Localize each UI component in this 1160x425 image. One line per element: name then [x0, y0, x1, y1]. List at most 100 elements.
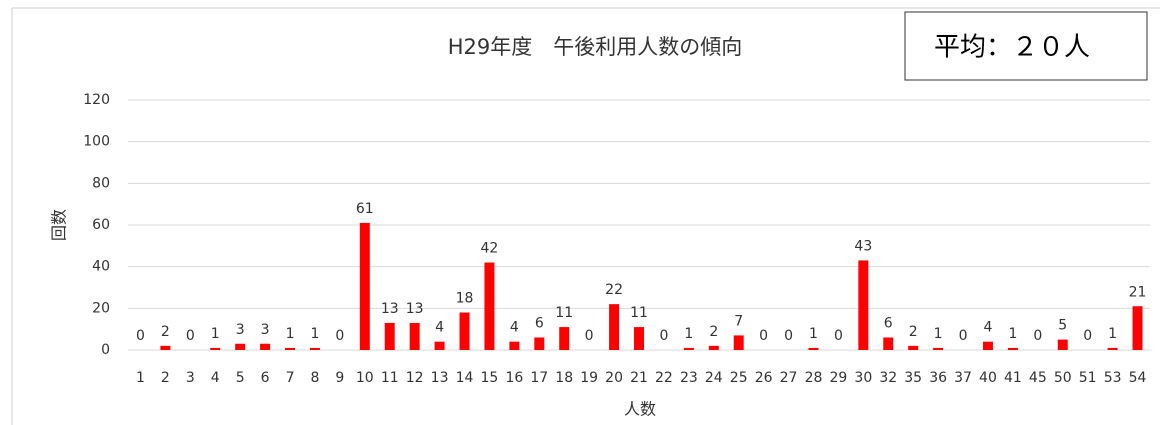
bar	[908, 345, 919, 350]
y-tick-label: 40	[92, 259, 110, 275]
data-label: 0	[959, 328, 968, 344]
bar	[484, 262, 495, 350]
x-tick-label: 28	[805, 370, 823, 386]
x-tick-label: 6	[261, 370, 270, 386]
data-label: 6	[884, 316, 893, 332]
bar	[1057, 339, 1068, 350]
data-label: 0	[136, 328, 145, 344]
chart-title: H29年度 午後利用人数の傾向	[448, 35, 743, 59]
bar	[1007, 347, 1018, 350]
bar	[285, 347, 296, 350]
x-tick-label: 13	[431, 370, 449, 386]
data-label: 0	[1083, 328, 1092, 344]
bar	[1132, 306, 1143, 350]
x-tick-label: 8	[310, 370, 319, 386]
x-tick-label: 32	[879, 370, 897, 386]
x-axis-label: 人数	[624, 400, 656, 419]
data-label: 43	[854, 238, 872, 254]
data-label: 1	[1008, 326, 1017, 342]
x-tick-label: 16	[505, 370, 523, 386]
x-tick-label: 15	[481, 370, 499, 386]
x-tick-label: 26	[755, 370, 773, 386]
x-tick-label: 10	[356, 370, 374, 386]
data-label: 2	[709, 324, 718, 340]
x-tick-label: 7	[286, 370, 295, 386]
x-tick-label: 18	[555, 370, 573, 386]
bar	[309, 347, 320, 350]
y-tick-label: 100	[83, 134, 110, 150]
data-label: 4	[984, 320, 993, 336]
data-label: 13	[406, 301, 424, 317]
x-tick-label: 4	[211, 370, 220, 386]
y-tick-label: 80	[92, 175, 110, 191]
data-label: 18	[456, 291, 474, 307]
x-tick-label: 41	[1004, 370, 1022, 386]
bar	[933, 347, 944, 350]
data-label: 2	[161, 324, 170, 340]
bar	[683, 347, 694, 350]
bar	[210, 347, 221, 350]
bar	[534, 337, 545, 350]
x-tick-label: 36	[929, 370, 947, 386]
data-label: 1	[684, 326, 693, 342]
data-label: 0	[784, 328, 793, 344]
bar	[559, 327, 570, 350]
x-tick-label: 2	[161, 370, 170, 386]
data-label: 6	[535, 316, 544, 332]
bar	[634, 327, 644, 350]
data-label: 0	[759, 328, 768, 344]
x-tick-label: 19	[580, 370, 598, 386]
bar	[260, 343, 271, 350]
bar	[883, 337, 894, 350]
x-tick-label: 25	[730, 370, 748, 386]
x-tick-label: 3	[186, 370, 195, 386]
bar	[384, 322, 395, 350]
bar	[733, 335, 744, 350]
bar	[459, 312, 470, 350]
data-label: 1	[310, 326, 319, 342]
data-label: 2	[909, 324, 918, 340]
data-label: 3	[236, 322, 245, 338]
x-tick-label: 21	[630, 370, 648, 386]
x-tick-label: 51	[1079, 370, 1097, 386]
bar	[858, 260, 869, 350]
annotation: 平均：２０人	[934, 33, 1090, 63]
x-tick-label: 27	[780, 370, 798, 386]
annotation-box	[904, 11, 1148, 81]
y-tick-label: 60	[92, 217, 110, 233]
y-axis-label: 回数	[50, 209, 69, 241]
bar	[434, 341, 445, 350]
x-tick-label: 12	[406, 370, 424, 386]
bar	[609, 304, 620, 350]
bar	[359, 222, 370, 350]
data-label: 1	[286, 326, 295, 342]
data-label: 61	[356, 201, 374, 217]
x-tick-label: 53	[1104, 370, 1122, 386]
x-tick-label: 23	[680, 370, 698, 386]
x-tick-label: 17	[530, 370, 548, 386]
bar	[160, 345, 171, 350]
bar	[509, 341, 520, 350]
x-tick-label: 20	[605, 370, 623, 386]
x-tick-label: 54	[1129, 370, 1147, 386]
data-label: 21	[1129, 284, 1147, 300]
x-tick-label: 14	[456, 370, 474, 386]
data-label: 42	[481, 241, 499, 257]
data-label: 7	[734, 313, 743, 329]
data-label: 13	[381, 301, 399, 317]
x-tick-label: 30	[854, 370, 872, 386]
data-label: 1	[211, 326, 220, 342]
data-label: 0	[335, 328, 344, 344]
x-tick-label: 11	[381, 370, 399, 386]
x-tick-label: 9	[335, 370, 344, 386]
x-tick-label: 45	[1029, 370, 1047, 386]
x-tick-label: 35	[904, 370, 922, 386]
data-label: 1	[809, 326, 818, 342]
data-label: 1	[934, 326, 943, 342]
data-label: 0	[834, 328, 843, 344]
y-tick-label: 20	[92, 300, 110, 316]
y-tick-label: 0	[101, 342, 110, 358]
bar	[982, 341, 993, 350]
data-label: 4	[435, 320, 444, 336]
